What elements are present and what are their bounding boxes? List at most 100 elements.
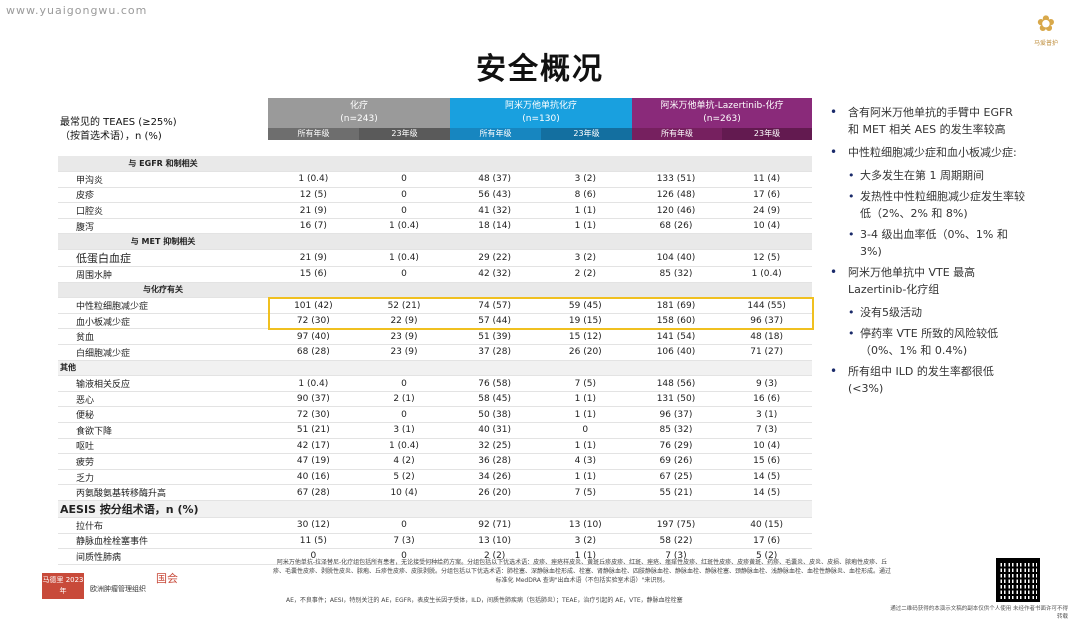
cell-value: 23 (9) [358,344,450,361]
table-row: 甲沟炎 1 (0.4) 0 48 (37) 3 (2) 133 (51) 11 (4) [58,171,812,188]
row-label: 丙氨酸氨基转移酶升高 [58,484,268,501]
bullet-item: 发热性中性粒细胞减少症发生率较低（2%、2% 和 8%) [826,188,1026,222]
congress-label: 国会 [156,572,178,585]
table-row: 呕吐 42 (17) 1 (0.4) 32 (25) 1 (1) 76 (29) 10 (4… [58,438,812,455]
cell-value: 26 (20) [449,484,540,501]
cell-value: 1 (0.4) [358,249,450,268]
cell-value: 42 (17) [268,438,359,455]
cell-value: 76 (58) [449,375,540,392]
row-label: 恶心 [58,391,268,408]
cell-value: 106 (40) [630,344,722,361]
cell-value: 18 (14) [449,218,540,235]
cell-value [358,360,450,377]
table-section-row: AESIS 按分组术语，n (%) [58,500,812,518]
cell-value: 76 (29) [630,438,722,455]
cell-value: 3 (2) [539,533,631,550]
bullet-item: 没有5级活动 [826,304,1026,321]
table-row: 贫血 97 (40) 23 (9) 51 (39) 15 (12) 141 (54) 48 … [58,328,812,346]
cell-value: 85 (32) [630,422,722,439]
cell-value: 16 (6) [721,391,812,408]
row-header: 最常见的 TEAES (≥25%) （按首选术语），n (%) [60,116,177,144]
cell-value: 141 (54) [630,328,722,346]
cell-value: 96 (37) [630,406,722,423]
table-row: 静脉血栓栓塞事件 11 (5) 7 (3) 13 (10) 3 (2) 58 (22) 17… [58,533,812,550]
cell-value: 13 (10) [449,533,540,550]
cell-value: 0 [358,187,450,204]
cell-value: 7 (3) [721,422,812,439]
cell-value [449,156,540,173]
cell-value [630,282,722,299]
cell-value [358,233,450,251]
cell-value [449,360,540,377]
cell-value: 15 (12) [539,328,631,346]
subheader-grade3: 23年级 [722,128,812,140]
cell-value [358,156,450,173]
cell-value: 131 (50) [630,391,722,408]
row-label: 与化疗有关 [58,282,268,299]
esmo-logo: 马德里 2023年 [42,573,84,599]
subheader-all-grades: 所有年级 [450,128,541,140]
cell-value: 40 (31) [449,422,540,439]
row-label: 呕吐 [58,438,268,455]
row-label: 静脉血栓栓塞事件 [58,533,268,550]
cell-value: 133 (51) [630,171,722,188]
row-label: 低蛋白血症 [58,249,268,268]
cell-value [630,500,722,518]
cell-value [539,156,631,173]
cell-value: 3 (1) [358,422,450,439]
cell-value: 181 (69) [630,297,722,314]
table-row: 疲劳 47 (19) 4 (2) 36 (28) 4 (3) 69 (26) 15 (6) [58,453,812,470]
cell-value: 5 (2) [721,548,812,565]
cell-value: 23 (9) [358,328,450,346]
cell-value: 11 (4) [721,171,812,188]
bee-icon: ✿ [1036,12,1056,37]
cell-value: 0 [358,171,450,188]
row-label: 贫血 [58,328,268,346]
row-label: 与 MET 抑制相关 [58,233,268,251]
brand-logo: ✿ 马爱普护 [1026,12,1066,52]
group-n: (n=243) [340,114,378,124]
cell-value: 7 (5) [539,375,631,392]
cell-value: 1 (1) [539,406,631,423]
table-row: 腹泻 16 (7) 1 (0.4) 18 (14) 1 (1) 68 (26) 10 (4) [58,218,812,235]
cell-value: 7 (3) [358,533,450,550]
cell-value: 21 (9) [268,249,359,268]
cell-value [721,360,812,377]
cell-value: 126 (48) [630,187,722,204]
table-row: 血小板减少症 72 (30) 22 (9) 57 (44) 19 (15) 158 (60… [58,313,812,330]
cell-value [449,500,540,518]
org-name: 欧洲肿瘤管理组织 [90,585,146,593]
row-label: 口腔炎 [58,202,268,219]
cell-value [721,233,812,251]
table-section-row: 其他 [58,360,812,377]
cell-value: 1 (0.4) [358,438,450,455]
cell-value: 0 [358,375,450,392]
table-row: 拉什布 30 (12) 0 92 (71) 13 (10) 197 (75) 40 (15) [58,517,812,534]
footnote: 阿米万他单抗-拉泽替尼-化疗组包括所有患者，无论接受何种给药方案。分组包括以下优… [272,559,891,584]
cell-value [539,282,631,299]
qr-code-icon[interactable] [996,558,1040,602]
row-label: 甲沟炎 [58,171,268,188]
cell-value: 57 (44) [449,313,540,330]
subheader-all-grades: 所有年级 [632,128,722,140]
row-label: 腹泻 [58,218,268,235]
cell-value: 0 [358,202,450,219]
cell-value: 68 (26) [630,218,722,235]
table-section-row: 与 MET 抑制相关 [58,233,812,251]
cell-value [449,282,540,299]
table-row: 中性粒细胞减少症 101 (42) 52 (21) 74 (57) 59 (45) 181… [58,297,812,314]
table-row: 便秘 72 (30) 0 50 (38) 1 (1) 96 (37) 3 (1) [58,406,812,423]
cell-value: 40 (16) [268,469,359,486]
cell-value: 7 (3) [630,548,722,565]
bullet-item: 停药率 VTE 所致的风险较低（0%、1% 和 0.4%) [826,325,1026,359]
cell-value: 69 (26) [630,453,722,470]
cell-value: 1 (1) [539,391,631,408]
cell-value: 26 (20) [539,344,631,361]
cell-value: 67 (28) [268,484,359,501]
row-label: 拉什布 [58,517,268,534]
row-label: 与 EGFR 和制相关 [58,156,268,173]
cell-value: 48 (37) [449,171,540,188]
row-header-line2: （按首选术语），n (%) [60,131,162,142]
cell-value: 67 (25) [630,469,722,486]
cell-value: 72 (30) [268,406,359,423]
